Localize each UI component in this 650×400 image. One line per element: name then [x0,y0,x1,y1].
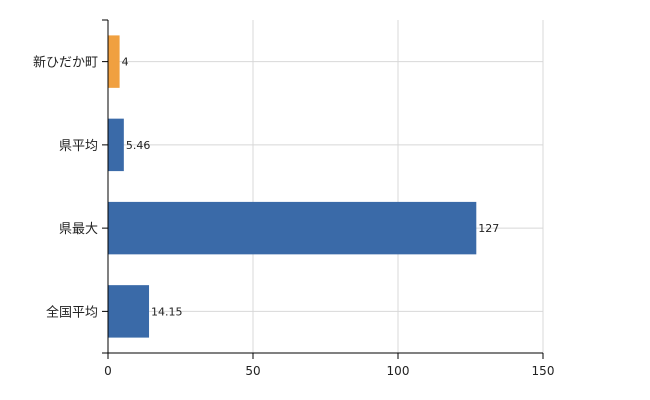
bar-2 [108,118,124,172]
bar-4 [108,285,150,338]
x-tick-label: 0 [104,364,112,378]
bar-3 [108,201,477,255]
data-label: 5.46 [126,139,151,152]
category-label: 県最大 [59,222,98,237]
data-label: 127 [478,222,499,235]
data-label: 4 [122,56,129,69]
data-label: 14.15 [151,305,183,318]
category-label: 新ひだか町 [33,55,98,71]
bar-1 [108,35,120,88]
x-tick-label: 100 [387,364,410,378]
category-label: 全国平均 [46,304,98,320]
x-tick-label: 50 [245,364,260,378]
x-tick-label: 150 [532,364,555,378]
category-label: 県平均 [59,139,98,154]
